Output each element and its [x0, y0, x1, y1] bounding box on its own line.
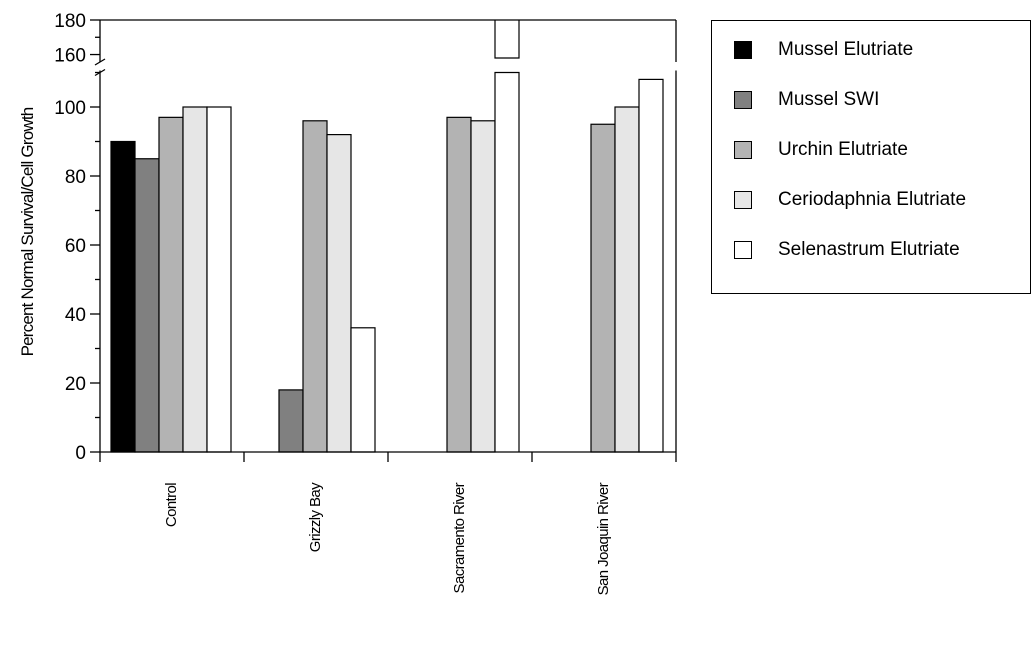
legend-item: Mussel SWI	[734, 89, 879, 111]
legend-item: Mussel Elutriate	[734, 39, 913, 61]
legend-label: Selenastrum Elutriate	[778, 239, 960, 260]
bar-ceriodaphnia-elutriate-sacramento-river	[470, 120, 496, 453]
legend-item: Selenastrum Elutriate	[734, 239, 960, 261]
legend: Mussel Elutriate Mussel SWI Urchin Elutria…	[711, 20, 1031, 294]
legend-label: Urchin Elutriate	[778, 139, 908, 160]
y-tick-label: 80	[65, 167, 86, 188]
legend-label: Ceriodaphnia Elutriate	[778, 189, 967, 210]
y-tick-label: 0	[75, 443, 86, 464]
bar-urchin-elutriate-control	[158, 116, 184, 453]
bar-mussel-swi-control	[134, 158, 160, 453]
bar-selenastrum-elutriate-san-joaquin-river	[638, 78, 664, 453]
bar-urchin-elutriate-san-joaquin-river	[590, 123, 616, 453]
legend-swatch	[734, 191, 752, 209]
bar-ceriodaphnia-elutriate-grizzly-bay	[326, 134, 352, 453]
bar-selenastrum-elutriate-sacramento-river-upper	[494, 20, 520, 59]
x-category-label: Sacramento River	[451, 483, 468, 594]
x-category-label: San Joaquin River	[595, 483, 612, 596]
legend-item: Urchin Elutriate	[734, 139, 908, 161]
bar-selenastrum-elutriate-control	[206, 106, 232, 453]
legend-label: Mussel Elutriate	[778, 39, 914, 60]
legend-label: Mussel SWI	[778, 89, 880, 110]
legend-item: Ceriodaphnia Elutriate	[734, 189, 966, 211]
axes-group	[90, 19, 677, 462]
bar-ceriodaphnia-elutriate-san-joaquin-river	[614, 106, 640, 453]
bar-ceriodaphnia-elutriate-control	[182, 106, 208, 453]
y-tick-label: 180	[54, 11, 86, 32]
bar-urchin-elutriate-sacramento-river	[446, 116, 472, 453]
legend-swatch	[734, 241, 752, 259]
y-ticks-group: 0 20 40 60 80 100 160 180	[54, 11, 86, 464]
legend-swatch	[734, 141, 752, 159]
bar-urchin-elutriate-grizzly-bay	[302, 120, 328, 453]
y-tick-label: 160	[54, 46, 86, 67]
bar-mussel-swi-grizzly-bay	[278, 389, 304, 453]
y-axis-label: Percent Normal Survival/Cell Growth	[18, 107, 37, 357]
x-category-label: Control	[163, 483, 180, 528]
bar-selenastrum-elutriate-sacramento-river-lower	[494, 71, 520, 452]
bars-group	[110, 20, 664, 453]
y-tick-label: 60	[65, 236, 86, 257]
bar-mussel-elutriate-control	[110, 140, 136, 453]
x-category-label: Grizzly Bay	[307, 483, 324, 553]
legend-swatch	[734, 91, 752, 109]
y-tick-label: 100	[54, 98, 86, 119]
bar-selenastrum-elutriate-grizzly-bay	[350, 327, 376, 453]
y-tick-label: 40	[65, 305, 86, 326]
y-tick-label: 20	[65, 374, 86, 395]
legend-swatch	[734, 41, 752, 59]
axis-break-mark-2	[94, 58, 106, 66]
